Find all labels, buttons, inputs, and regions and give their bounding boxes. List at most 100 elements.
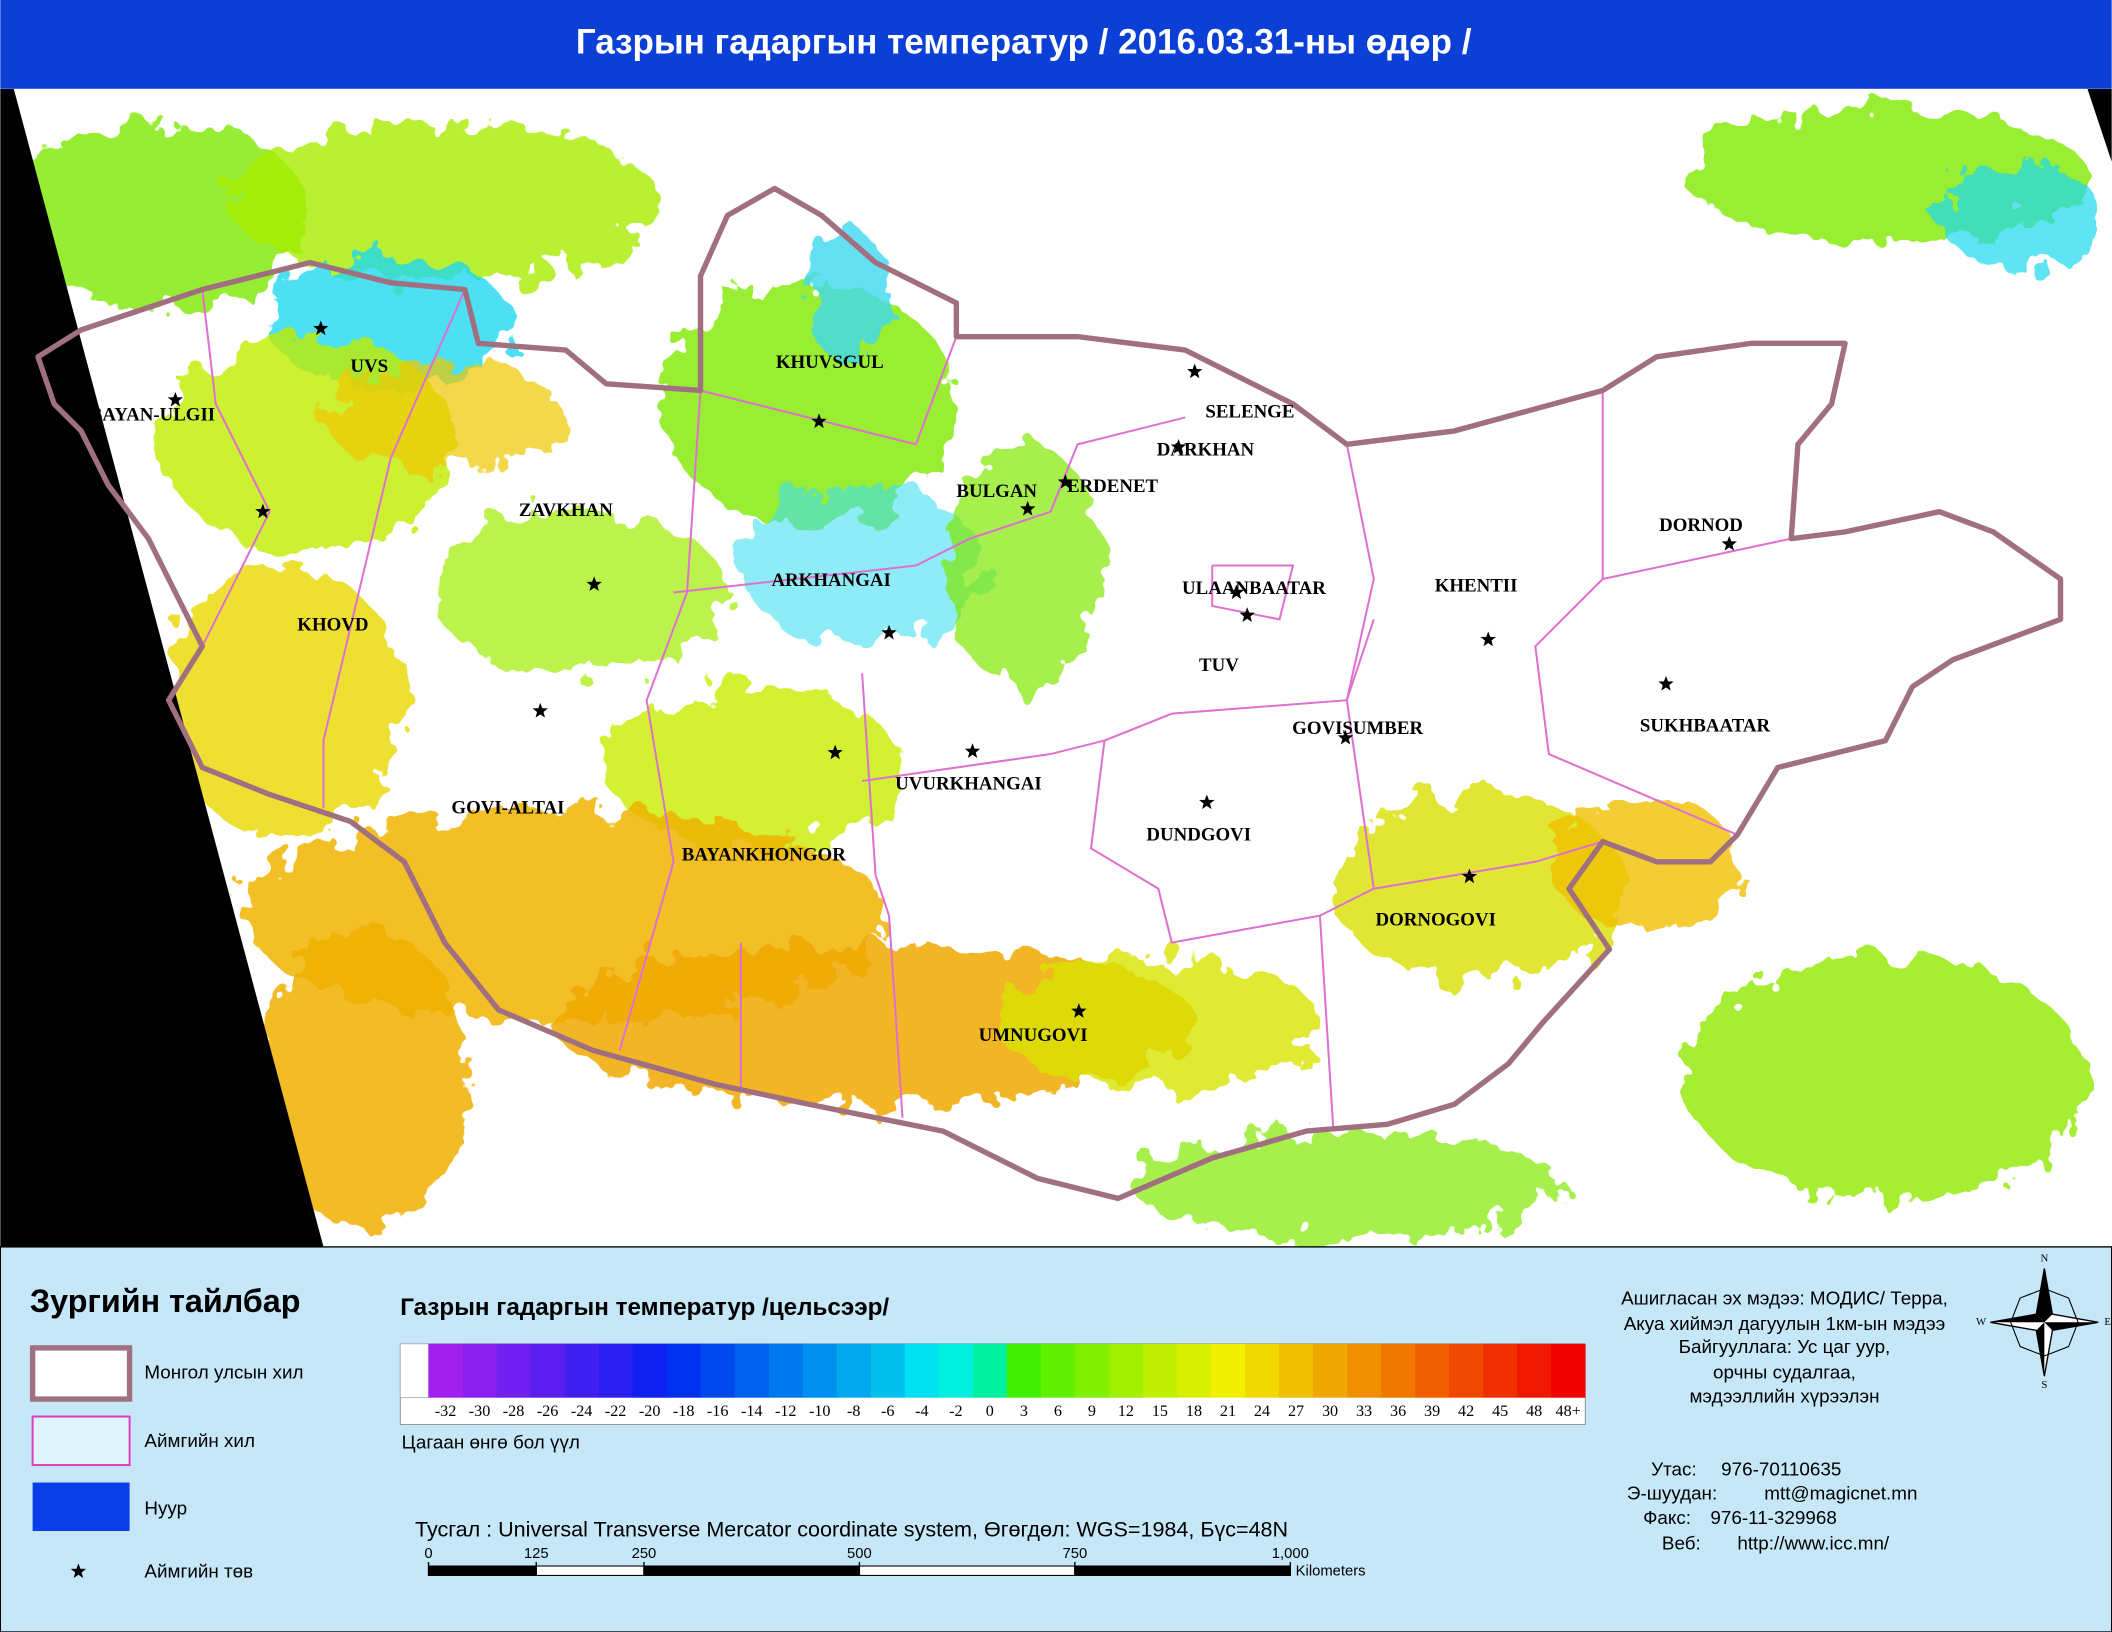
province-label: GOVI-ALTAI xyxy=(451,798,564,819)
province-label: DUNDGOVI xyxy=(1146,825,1251,846)
compass-letter: W xyxy=(1976,1316,1987,1328)
legend-label: Аймгийн төв xyxy=(144,1561,253,1582)
province-label: GOVISUMBER xyxy=(1292,718,1423,739)
color-swatch xyxy=(1517,1343,1552,1398)
compass-rose xyxy=(2036,1268,2053,1323)
colorbar-label: 27 xyxy=(1288,1403,1304,1420)
colorbar-label: -30 xyxy=(469,1403,491,1420)
legend-label: Аймгийн хил xyxy=(144,1430,255,1451)
patch xyxy=(660,282,957,526)
scale-segment xyxy=(858,1565,1076,1576)
scale-segment xyxy=(1074,1565,1291,1576)
color-swatch xyxy=(530,1343,565,1398)
province-border xyxy=(673,416,1186,594)
patch xyxy=(606,686,903,849)
province-center xyxy=(1658,675,1674,691)
province-label: KHOVD xyxy=(297,614,368,635)
patch xyxy=(808,228,890,364)
province-center xyxy=(1239,607,1255,622)
province-center xyxy=(1721,535,1737,551)
color-swatch xyxy=(1040,1343,1076,1398)
colorbar-label: 12 xyxy=(1118,1403,1134,1420)
colorbar-label: 45 xyxy=(1492,1403,1508,1420)
province-border xyxy=(1602,537,1792,580)
province-center xyxy=(964,743,981,758)
color-swatch xyxy=(496,1343,531,1398)
colorbar-label: 6 xyxy=(1054,1403,1062,1420)
colorbar-label: -22 xyxy=(605,1403,627,1420)
color-swatch xyxy=(972,1343,1008,1398)
colorbar-label: -12 xyxy=(775,1403,797,1420)
compass-letter: E xyxy=(2104,1316,2111,1328)
province-border xyxy=(201,289,271,647)
colorbar-label: 24 xyxy=(1254,1403,1270,1420)
colorbar-label: -26 xyxy=(537,1403,559,1420)
map: UVS BAYAN-ULGII KHUVSGUL ZAVKHAN KHOVD ARKHAN… xyxy=(0,88,2112,1247)
province-label: DARKHAN xyxy=(1157,439,1255,460)
contact-label: Утас: xyxy=(1651,1458,1697,1479)
source-line: Ашигласан эх мэдээ: МОДИС/ Терра, xyxy=(1621,1287,1948,1308)
province-label: UVS xyxy=(350,356,388,377)
compass-letter: N xyxy=(2040,1252,2048,1264)
color-swatch xyxy=(598,1343,634,1398)
province-border xyxy=(1211,564,1295,621)
colorbar-label: 0 xyxy=(986,1403,994,1420)
province-center xyxy=(313,320,329,336)
no-data-area xyxy=(0,88,324,1247)
scale-segment xyxy=(643,1565,860,1576)
compass: N E S W xyxy=(1976,1252,2111,1391)
province-center xyxy=(1337,729,1354,745)
colorbar-label: -6 xyxy=(881,1403,894,1420)
patch xyxy=(1548,794,1738,930)
patch xyxy=(229,121,661,283)
color-swatch xyxy=(904,1343,940,1398)
colorbar-label: -14 xyxy=(741,1403,763,1420)
patch xyxy=(942,444,1105,687)
province-borders xyxy=(201,289,1792,1132)
color-swatch xyxy=(428,1343,463,1398)
color-swatch xyxy=(1142,1343,1178,1398)
province-border xyxy=(700,336,958,446)
province-center xyxy=(1461,868,1478,884)
colorbar-title: Газрын гадаргын температур /цельсээр/ xyxy=(400,1294,889,1321)
color-swatch xyxy=(666,1343,702,1398)
color-swatch xyxy=(1551,1343,1586,1398)
province-center xyxy=(1199,794,1215,810)
legend-symbol xyxy=(70,1563,87,1579)
color-swatch xyxy=(1313,1343,1348,1398)
no-data-area xyxy=(2087,88,2112,162)
scale-segment xyxy=(535,1565,645,1576)
colorbar-label: -10 xyxy=(809,1403,831,1420)
colorbar-label: -20 xyxy=(639,1403,661,1420)
province-border xyxy=(1089,740,1375,944)
province-label: TUV xyxy=(1199,655,1239,676)
colorbar-label: 18 xyxy=(1186,1403,1202,1420)
color-swatch xyxy=(1210,1343,1246,1398)
colorbar-note: Цагаан өнгө бол үүл xyxy=(402,1431,580,1452)
province-center xyxy=(881,624,897,640)
province-center xyxy=(532,702,548,718)
color-swatch xyxy=(1006,1343,1042,1398)
source-info: Ашигласан эх мэдээ: МОДИС/ Терра, Акуа хи… xyxy=(1621,1287,1948,1406)
legend-label: Монгол улсын хил xyxy=(144,1361,303,1382)
color-swatch xyxy=(462,1343,497,1398)
colorbar-label: -32 xyxy=(435,1403,457,1420)
color-swatch xyxy=(938,1343,974,1398)
province-label: BAYAN-ULGII xyxy=(90,404,215,425)
color-swatch xyxy=(1381,1343,1416,1398)
source-line: Акуа хиймэл дагуулын 1км-ын мэдээ xyxy=(1624,1313,1946,1334)
province-center xyxy=(1187,363,1203,379)
color-swatch xyxy=(734,1343,770,1398)
colorbar-label: -24 xyxy=(571,1403,593,1420)
color-swatch xyxy=(1074,1343,1110,1398)
colorbar-label: 30 xyxy=(1322,1403,1338,1420)
temperature-field xyxy=(13,107,2101,1239)
colorbar-label: -28 xyxy=(503,1403,525,1420)
colorbar-label: 36 xyxy=(1390,1403,1406,1420)
color-swatch xyxy=(632,1343,668,1398)
province-border xyxy=(861,673,904,1118)
compass-rose xyxy=(2010,1288,2079,1357)
province-border xyxy=(618,390,702,1051)
